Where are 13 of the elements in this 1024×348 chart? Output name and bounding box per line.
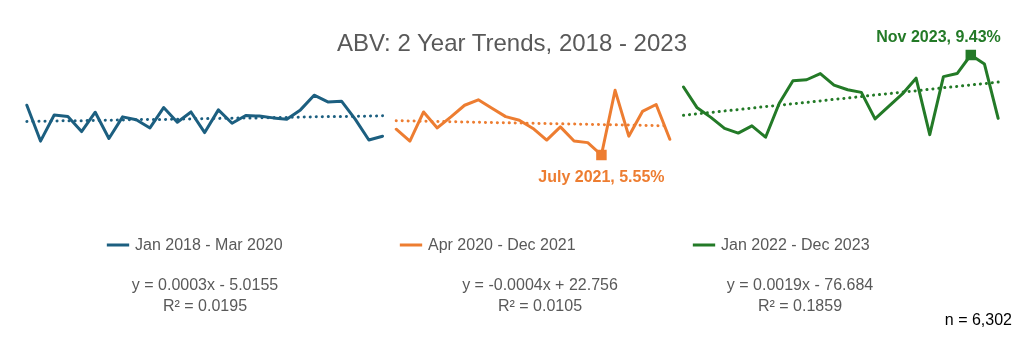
text: n = 6,302 [944,311,1013,328]
legend-label: Jan 2022 - Dec 2023 [721,236,870,253]
text: y = 0.0019x - 76.684 [726,276,874,293]
text: R² = 0.0105 [497,297,583,314]
text: y = 0.0003x - 5.0155 [131,276,279,293]
chart-title: ABV: 2 Year Trends, 2018 - 2023 [336,29,688,56]
text: R² = 0.0195 [162,297,248,314]
data-label: July 2021, 5.55% [538,168,665,185]
data-label: Nov 2023, 9.43% [876,28,1001,45]
legend-label: Apr 2020 - Dec 2021 [428,236,576,253]
legend-label: Jan 2018 - Mar 2020 [135,236,283,253]
text: R² = 0.1859 [757,297,843,314]
text: y = -0.0004x + 22.756 [462,276,618,293]
